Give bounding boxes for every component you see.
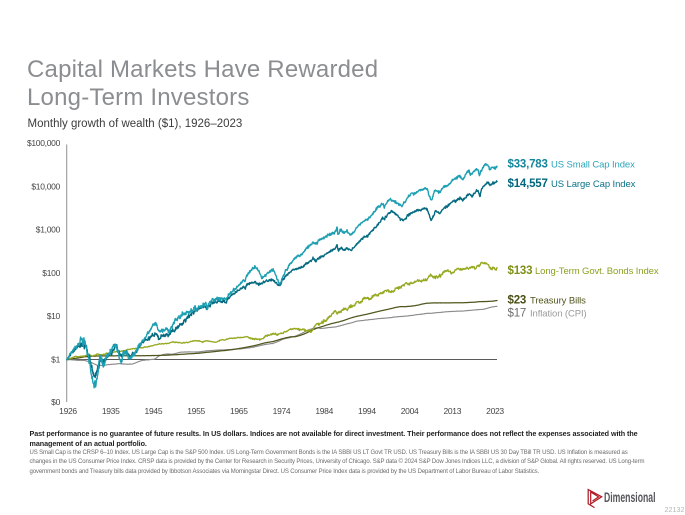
svg-text:$100: $100 [42,268,60,278]
svg-text:1965: 1965 [230,406,248,416]
svg-text:2013: 2013 [443,406,461,416]
svg-text:$133: $133 [508,265,533,277]
svg-text:1994: 1994 [358,406,376,416]
svg-text:1984: 1984 [315,406,333,416]
svg-text:Long-Term Govt. Bonds Index: Long-Term Govt. Bonds Index [535,266,659,277]
svg-text:$10,000: $10,000 [31,181,60,191]
svg-text:$1: $1 [51,355,60,365]
svg-text:1945: 1945 [145,406,163,416]
svg-text:1935: 1935 [102,406,120,416]
svg-text:Inflation (CPI): Inflation (CPI) [530,309,587,320]
svg-text:$10: $10 [47,311,61,321]
svg-text:Dimensional: Dimensional [604,490,656,506]
svg-text:$0: $0 [51,397,60,407]
svg-text:2004: 2004 [401,406,419,416]
svg-text:$23: $23 [508,295,527,307]
svg-text:$100,000: $100,000 [27,138,61,148]
svg-text:1974: 1974 [273,406,291,416]
svg-text:$33,783: $33,783 [508,159,548,171]
svg-text:Treasury Bills: Treasury Bills [530,296,586,307]
svg-text:1926: 1926 [59,406,77,416]
svg-text:$14,557: $14,557 [508,178,548,190]
svg-text:1955: 1955 [187,406,205,416]
svg-text:US Small Cap Index: US Small Cap Index [551,160,635,171]
svg-text:$1,000: $1,000 [36,225,61,235]
svg-text:$17: $17 [508,308,527,320]
svg-text:2023: 2023 [486,406,504,416]
svg-text:US Large Cap Index: US Large Cap Index [551,179,636,190]
